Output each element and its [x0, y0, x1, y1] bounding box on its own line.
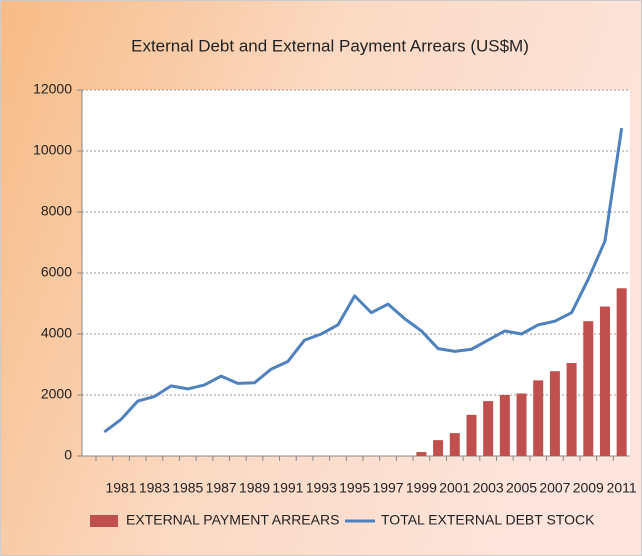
x-tick-label: 2011	[607, 480, 637, 496]
x-tick-label: 1985	[172, 480, 203, 496]
x-tick-label: 1995	[339, 480, 370, 496]
bar	[516, 393, 527, 456]
bar	[533, 380, 544, 456]
bar	[483, 401, 494, 456]
chart-title: External Debt and External Payment Arrea…	[131, 36, 529, 55]
y-tick-label: 0	[64, 447, 72, 463]
line	[103, 127, 624, 434]
bar	[466, 414, 477, 456]
y-tick-label: 4000	[41, 325, 72, 341]
x-tick-label: 1997	[372, 480, 403, 496]
x-tick-label: 1981	[105, 480, 136, 496]
bar	[549, 371, 560, 456]
x-tick-label: 1983	[139, 480, 170, 496]
bar	[416, 452, 427, 456]
y-tick-label: 12000	[33, 81, 72, 97]
x-tick-label: 1987	[206, 480, 237, 496]
y-tick-label: 10000	[33, 142, 72, 158]
x-tick-label: 1999	[406, 480, 437, 496]
bar	[433, 440, 444, 456]
legend-swatch	[90, 515, 118, 527]
x-tick-label: 1989	[239, 480, 270, 496]
bar	[616, 288, 627, 456]
x-tick-label: 1993	[306, 480, 337, 496]
y-tick-label: 6000	[41, 264, 72, 280]
x-tick-label: 2005	[506, 480, 537, 496]
legend-label: EXTERNAL PAYMENT ARREARS	[126, 512, 339, 528]
bar	[499, 395, 510, 456]
bar	[583, 321, 594, 456]
bar	[599, 306, 610, 456]
x-tick-label: 2007	[539, 480, 570, 496]
x-tick-label: 1991	[272, 480, 303, 496]
y-tick-label: 2000	[41, 386, 72, 402]
legend-label: TOTAL EXTERNAL DEBT STOCK	[381, 512, 595, 528]
x-tick-label: 2003	[473, 480, 504, 496]
x-tick-label: 2001	[439, 480, 470, 496]
y-tick-label: 8000	[41, 203, 72, 219]
bar	[566, 362, 577, 456]
x-tick-label: 2009	[573, 480, 604, 496]
bar	[449, 433, 460, 456]
